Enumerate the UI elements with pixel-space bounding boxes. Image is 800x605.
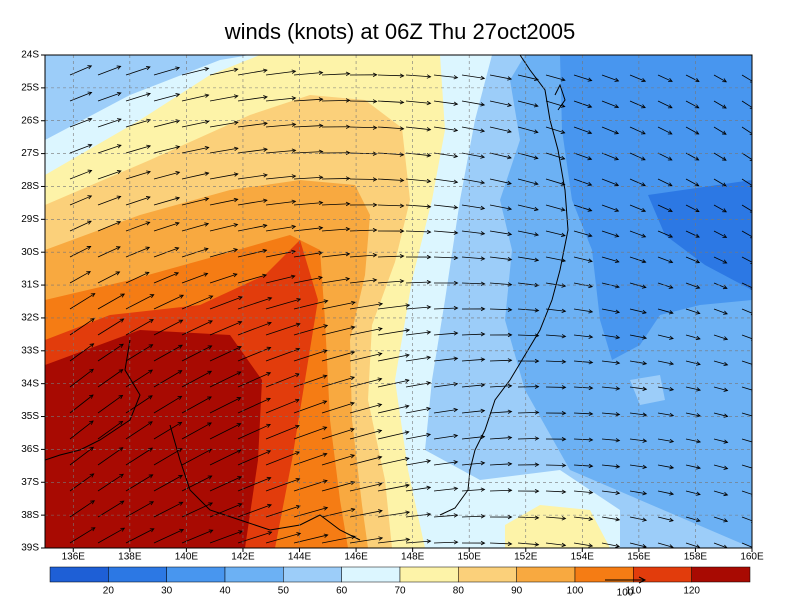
- colorbar-swatch: [283, 567, 341, 582]
- lat-label: 28S: [21, 181, 39, 192]
- colorbar-label: 30: [161, 586, 173, 597]
- lat-label: 29S: [21, 214, 39, 225]
- colorbar-label: 100: [567, 586, 584, 597]
- colorbar-swatch: [458, 567, 516, 582]
- lon-label: 146E: [344, 552, 368, 563]
- lat-label: 34S: [21, 378, 39, 389]
- lat-label: 35S: [21, 411, 39, 422]
- colorbar-swatch: [692, 567, 750, 582]
- colorbar-label: 40: [219, 586, 231, 597]
- lon-label: 140E: [175, 552, 199, 563]
- lon-label: 150E: [458, 552, 482, 563]
- lon-label: 142E: [231, 552, 255, 563]
- colorbar-label: 80: [453, 586, 465, 597]
- lat-label: 33S: [21, 345, 39, 356]
- reference-vector-label: 100: [617, 588, 634, 599]
- lon-label: 148E: [401, 552, 425, 563]
- lon-label: 152E: [514, 552, 538, 563]
- lat-label: 30S: [21, 247, 39, 258]
- lon-label: 154E: [571, 552, 595, 563]
- colorbar-label: 70: [394, 586, 406, 597]
- colorbar-label: 60: [336, 586, 348, 597]
- lon-label: 136E: [62, 552, 86, 563]
- title: winds (knots) at 06Z Thu 27oct2005: [224, 19, 576, 44]
- colorbar-swatch: [400, 567, 458, 582]
- lat-label: 36S: [21, 444, 39, 455]
- lat-label: 39S: [21, 543, 39, 554]
- lat-label: 37S: [21, 477, 39, 488]
- lon-label: 144E: [288, 552, 312, 563]
- lon-label: 156E: [627, 552, 651, 563]
- wind-speed-field: [45, 55, 755, 549]
- lon-label: 158E: [684, 552, 708, 563]
- lat-label: 32S: [21, 313, 39, 324]
- lat-label: 38S: [21, 510, 39, 521]
- colorbar-label: 50: [278, 586, 290, 597]
- colorbar-swatch: [225, 567, 283, 582]
- lon-label: 160E: [740, 552, 764, 563]
- colorbar-swatch: [50, 567, 108, 582]
- lat-label: 24S: [21, 50, 39, 61]
- colorbar-label: 20: [103, 586, 115, 597]
- colorbar-label: 120: [683, 586, 700, 597]
- lat-label: 27S: [21, 148, 39, 159]
- lat-label: 26S: [21, 115, 39, 126]
- lon-label: 138E: [118, 552, 142, 563]
- lat-label: 31S: [21, 280, 39, 291]
- colorbar-label: 90: [511, 586, 523, 597]
- colorbar-swatch: [108, 567, 166, 582]
- colorbar-swatch: [517, 567, 575, 582]
- colorbar-swatch: [342, 567, 400, 582]
- colorbar-swatch: [167, 567, 225, 582]
- lat-label: 25S: [21, 83, 39, 94]
